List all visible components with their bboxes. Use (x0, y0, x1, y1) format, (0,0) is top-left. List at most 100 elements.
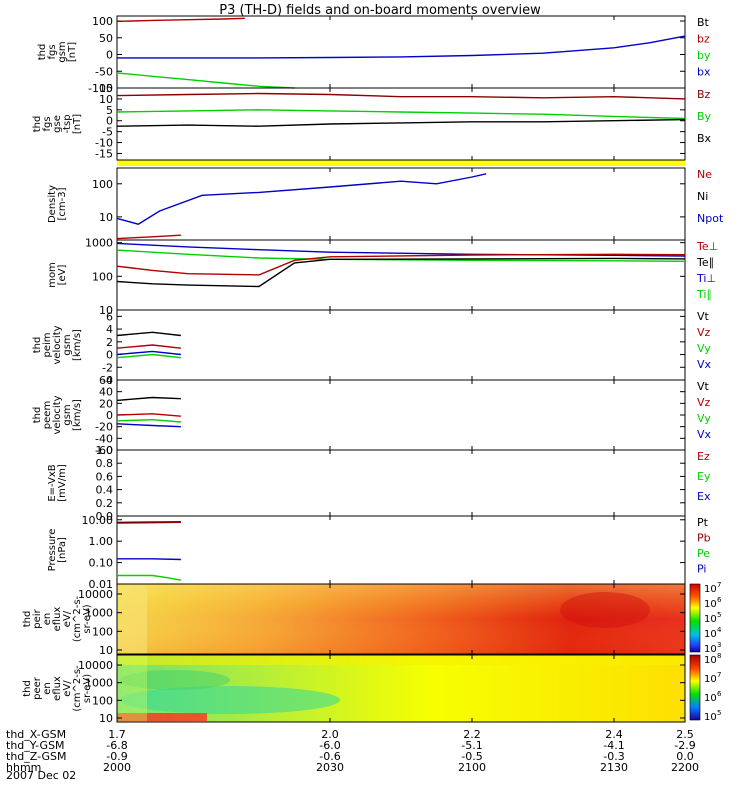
series-vy (116, 353, 181, 359)
y-tick-label: 0 (106, 49, 113, 62)
electron-top-band (117, 655, 685, 665)
legend-vy: Vy (697, 342, 711, 355)
legend-ex: Ex (697, 490, 711, 503)
x-axis-value: -0.6 (319, 750, 340, 763)
colorbar-exponent: 6 (717, 690, 722, 698)
y-tick-label: 1000 (85, 607, 113, 620)
x-axis-value: -5.1 (461, 739, 482, 752)
y-axis-label: thd (22, 680, 33, 697)
y-axis-label: [cm-3] (57, 187, 68, 220)
y-tick-label: 20 (99, 397, 113, 410)
x-axis-value: -4.1 (603, 739, 624, 752)
legend-ne: Ne (697, 168, 712, 181)
series-bz (116, 92, 686, 100)
ion-spectrogram-shade (117, 584, 685, 654)
legend-vx: Vx (697, 358, 712, 371)
colorbar-exponent: 6 (717, 596, 722, 604)
x-axis-value: -0.9 (106, 750, 127, 763)
y-axis-label: peer (32, 676, 43, 700)
panel-p10: 10000 1000 100 10 thd peer en eflux eV/(cm^2-s-s… (22, 652, 722, 725)
colorbar-label: 10 (704, 614, 717, 625)
series-vz (116, 413, 181, 417)
x-axis-value: -6.8 (106, 739, 127, 752)
legend-pt: Pt (697, 516, 709, 529)
x-axis-value: 0.0 (676, 750, 694, 763)
series-vt (116, 396, 181, 402)
legend-by: By (697, 110, 712, 123)
colorbar-label: 10 (704, 599, 717, 610)
legend-bx: Bx (697, 132, 712, 145)
colorbar-exponent: 7 (717, 581, 721, 589)
panel-frame (116, 654, 686, 723)
x-axis-value: -0.5 (461, 750, 482, 763)
y-axis-label: gse (52, 115, 63, 133)
series-ne (116, 234, 181, 240)
y-tick-label: -5 (102, 126, 113, 139)
y-axis-label: [nT] (72, 114, 83, 134)
y-tick-label: 1000 (85, 237, 113, 250)
series-vx (116, 350, 181, 356)
y-axis-label: fgs (42, 116, 53, 131)
electron-spectrogram (117, 655, 685, 722)
legend-pe: Pe (697, 547, 710, 560)
y-axis-label: gsm (57, 41, 68, 62)
x-axis-row-label: hhmm (6, 761, 41, 774)
legend-ti⊥: Ti⊥ (696, 272, 716, 285)
y-tick-label: -10 (95, 137, 113, 150)
series-by (116, 72, 295, 89)
y-tick-label: -50 (95, 65, 113, 78)
legend-vt: Vt (697, 310, 710, 323)
y-axis-label: eV/ (62, 680, 73, 697)
y-tick-label: 5 (106, 104, 113, 117)
y-axis-label: peem (42, 401, 53, 429)
legend-ez: Ez (697, 450, 710, 463)
series-ti⊥ (116, 242, 686, 257)
panel-p3: 100 10 Density [cm-3] Ne Ni Npot (47, 167, 724, 241)
legend-te∥: Te∥ (696, 256, 714, 269)
y-tick-label: 2 (106, 336, 113, 349)
x-axis-value: 2200 (671, 761, 699, 774)
legend-ti∥: Ti∥ (696, 288, 712, 301)
y-axis-label: gsm (62, 404, 73, 425)
y-axis-label: mom (47, 262, 58, 288)
electron-bottom-band (117, 713, 207, 721)
y-tick-label: -2 (102, 361, 113, 374)
y-axis-label: -tsp (62, 114, 73, 133)
y-tick-label: 10.00 (82, 514, 114, 527)
y-tick-label: 4 (106, 323, 113, 336)
electron-mid-region (120, 670, 230, 690)
y-axis-label: en (42, 682, 53, 695)
panel-p4: 1000 100 10 mom [eV] Te⊥ Te∥ Ti⊥ Ti∥ (47, 237, 718, 317)
y-axis-label: velocity (52, 325, 63, 364)
panel-frame (116, 583, 686, 655)
y-axis-label: thd (37, 44, 48, 61)
y-axis-label: [km/s] (72, 399, 83, 431)
y-axis-label: Density (47, 185, 58, 223)
y-tick-label: 0 (106, 409, 113, 422)
panel-p7: 1.00.80.60.40.20.0 E=-VxB [mV/m] Ez Ey Ex (47, 444, 711, 523)
series-bx (116, 118, 686, 127)
colorbar-label: 10 (704, 655, 717, 666)
y-tick-label: -4 (102, 374, 113, 387)
y-axis-label: peim (42, 332, 53, 357)
y-tick-label: 1.00 (89, 535, 114, 548)
y-tick-label: -40 (95, 432, 113, 445)
series-vt (116, 331, 181, 337)
y-axis-label: (cm^2-s- (72, 665, 83, 712)
x-axis-value: 2.5 (676, 728, 694, 741)
y-axis-label: peir (32, 608, 43, 628)
x-axis-row-label: thd_Z-GSM (6, 750, 66, 763)
y-axis-label: [eV] (57, 265, 68, 286)
ion-spectrogram (117, 584, 685, 654)
y-tick-label: 0.2 (96, 497, 114, 510)
x-axis-value: 2130 (600, 761, 628, 774)
legend-vz: Vz (697, 396, 711, 409)
y-tick-label: -15 (95, 147, 113, 160)
y-tick-label: 15 (99, 82, 113, 95)
series-pi (117, 558, 181, 561)
y-axis-label: fgs (47, 44, 58, 59)
y-axis-label: [nPa] (57, 537, 68, 563)
